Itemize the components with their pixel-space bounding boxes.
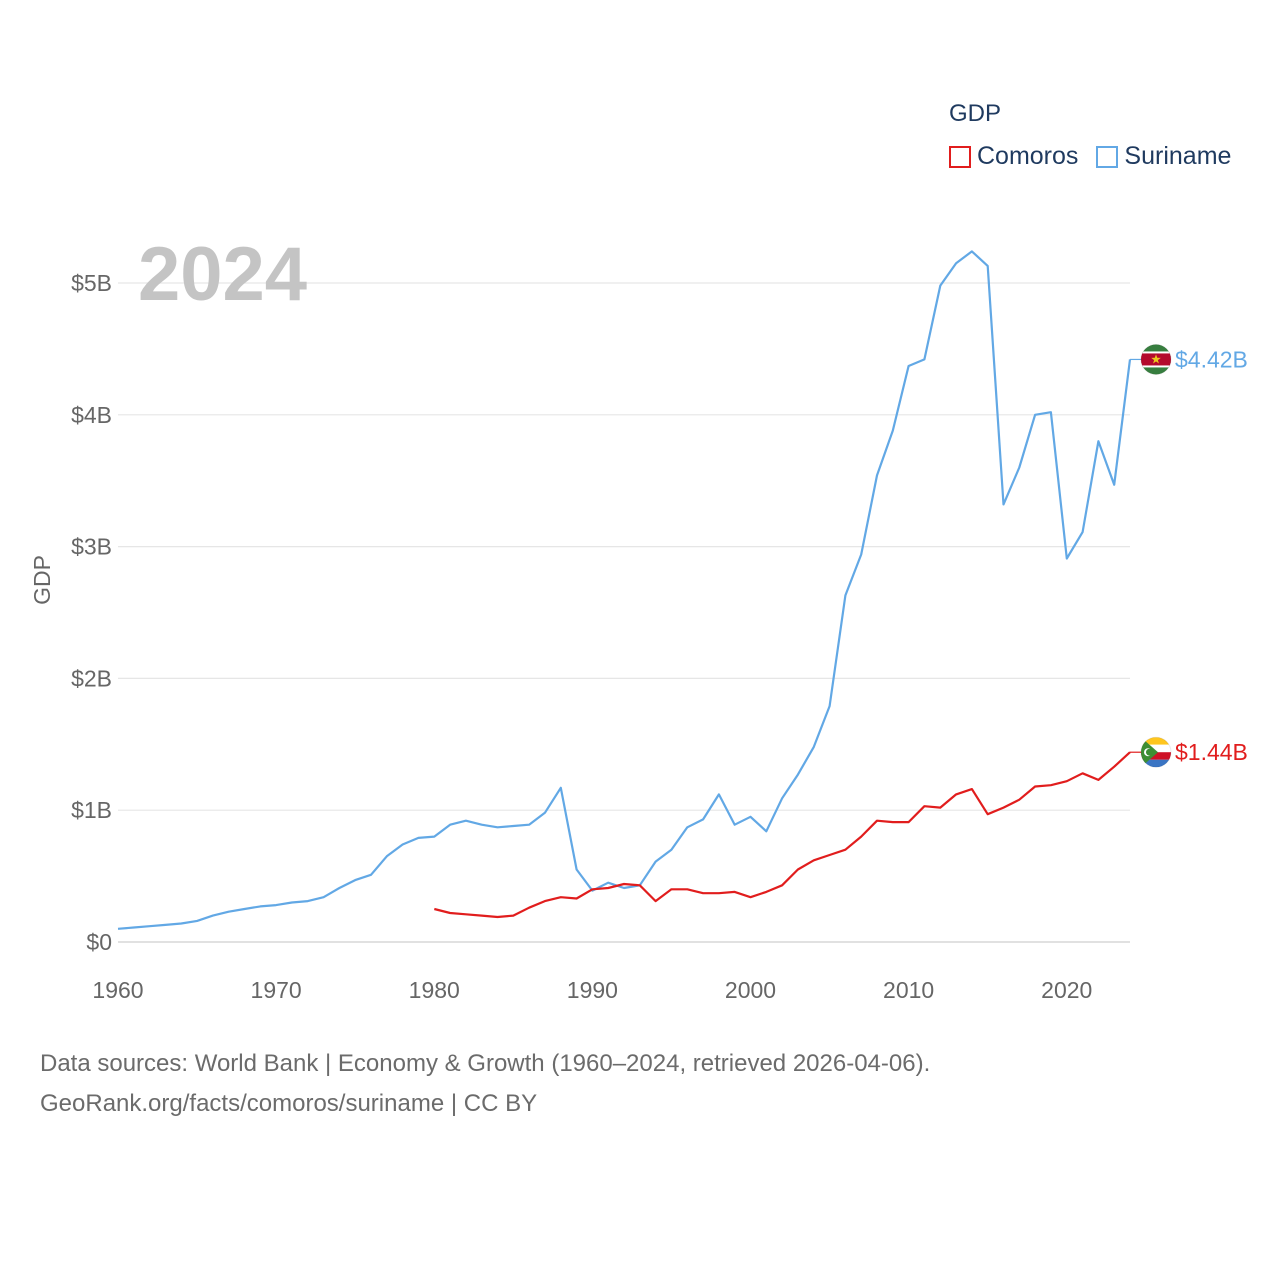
legend-item-comoros[interactable]: Comoros [949, 142, 1078, 171]
legend-item-suriname[interactable]: Suriname [1096, 142, 1231, 171]
legend-swatch-comoros [949, 145, 971, 168]
x-tick-label: 1980 [409, 977, 460, 1003]
x-tick-label: 1970 [251, 977, 302, 1003]
legend-swatch-suriname [1096, 145, 1119, 168]
flag-suriname-icon [1140, 343, 1172, 375]
end-label-comoros: $1.44B [1175, 739, 1248, 765]
end-labels: $4.42B $1.44B [1130, 343, 1248, 768]
x-tick-label: 2000 [725, 977, 776, 1003]
y-tick-label: $5B [71, 270, 112, 296]
x-tick-label: 1960 [92, 977, 143, 1003]
series-lines [117, 250, 1132, 930]
gridlines [118, 282, 1130, 943]
source-line-2: GeoRank.org/facts/comoros/suriname | CC … [40, 1090, 538, 1117]
legend: Comoros Suriname [949, 142, 1249, 171]
y-tick-label: $4B [71, 402, 112, 428]
y-tick-label: $2B [71, 665, 112, 691]
legend-title: GDP [949, 100, 1002, 127]
x-tick-label: 2010 [883, 977, 934, 1003]
source-note: Data sources: World Bank | Economy & Gro… [40, 1044, 930, 1124]
series-line-suriname [117, 250, 1132, 930]
legend-label-suriname: Suriname [1124, 142, 1232, 170]
y-tick-label: $0 [86, 929, 112, 955]
end-label-suriname: $4.42B [1175, 346, 1248, 372]
y-axis-ticks: $0 $1B $2B $3B $4B $5B [71, 270, 112, 955]
y-axis-label: GDP [29, 555, 55, 605]
series-line-comoros [434, 751, 1131, 919]
y-tick-label: $3B [71, 534, 112, 560]
x-axis-ticks: 1960 1970 1980 1990 2000 2010 2020 [92, 977, 1092, 1003]
x-tick-label: 2020 [1041, 977, 1092, 1003]
year-label: 2024 [138, 232, 307, 317]
legend-label-comoros: Comoros [977, 142, 1079, 170]
source-line-1: Data sources: World Bank | Economy & Gro… [40, 1050, 931, 1077]
x-tick-label: 1990 [567, 977, 618, 1003]
flag-comoros-icon [1140, 736, 1172, 768]
y-tick-label: $1B [71, 797, 112, 823]
